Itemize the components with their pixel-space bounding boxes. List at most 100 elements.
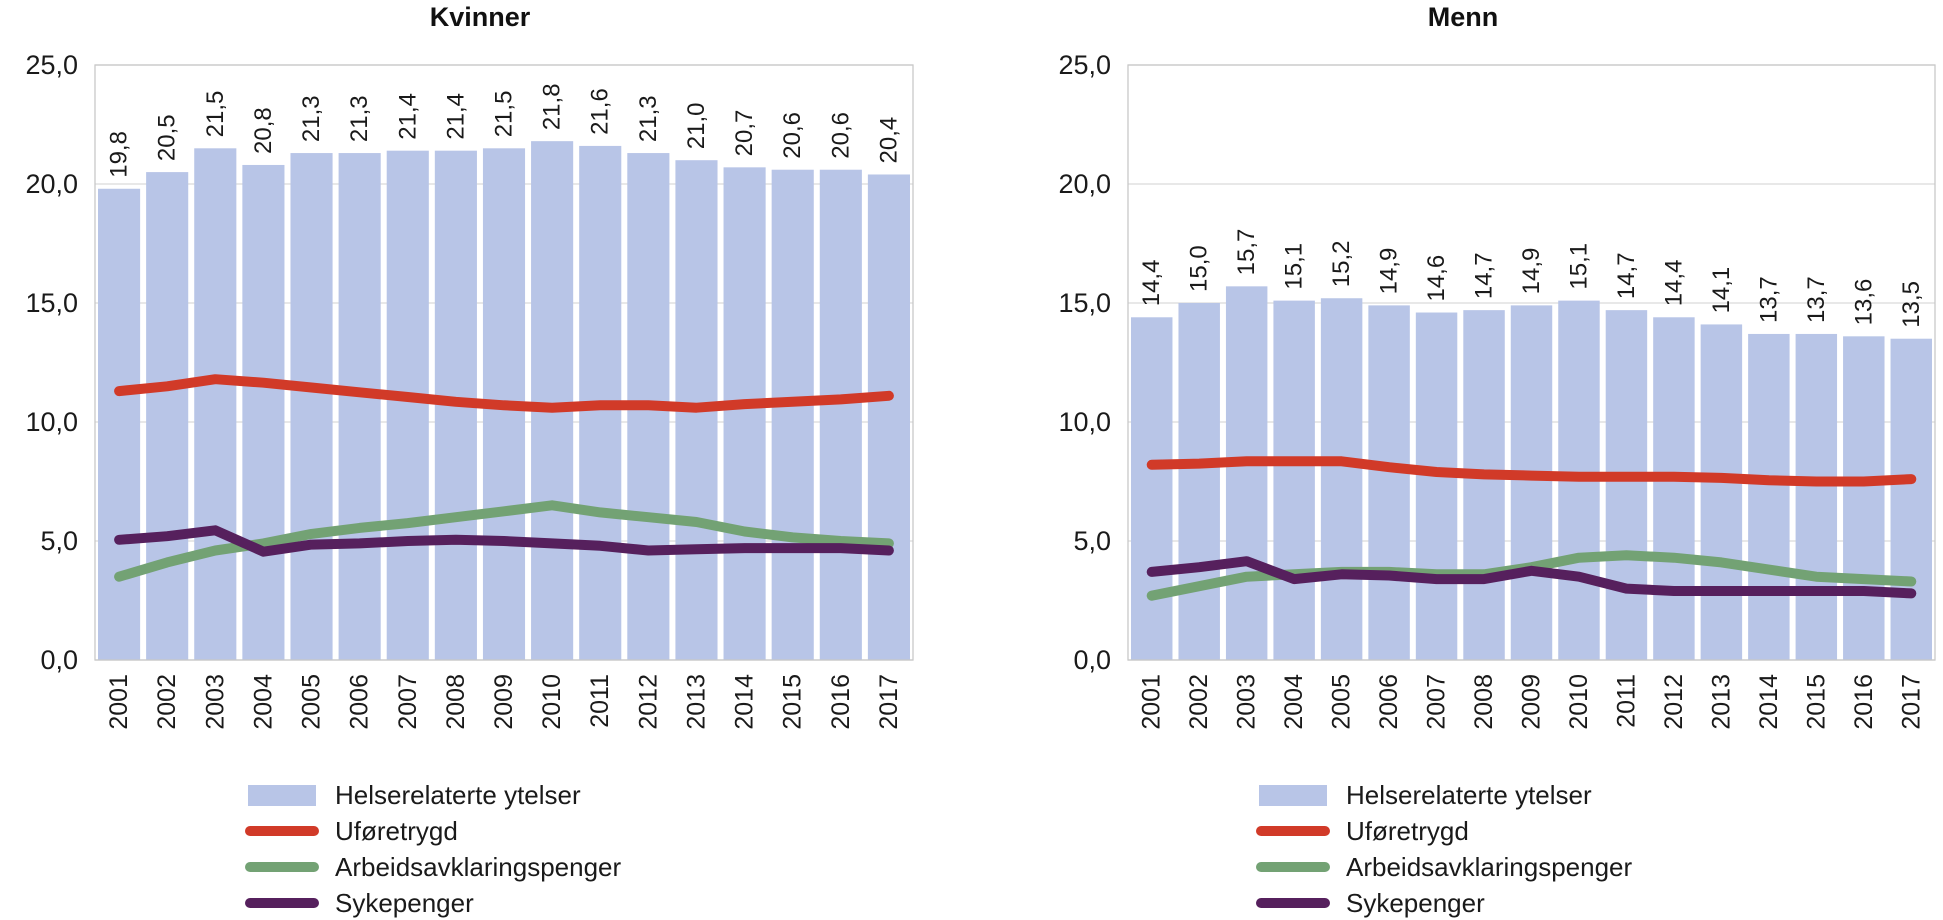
swatch-color xyxy=(1256,826,1330,836)
legend-label: Sykepenger xyxy=(335,888,474,918)
bar xyxy=(98,188,141,660)
line-swatch-icon xyxy=(245,826,319,836)
swatch-color xyxy=(1256,862,1330,872)
bar-value-label: 13,7 xyxy=(1803,276,1830,323)
bar-value-label: 21,5 xyxy=(491,91,518,138)
swatch-color xyxy=(245,862,319,872)
bar xyxy=(1415,312,1458,660)
bar xyxy=(1843,336,1885,660)
bar xyxy=(1368,305,1410,660)
x-axis-year-label: 2003 xyxy=(1233,674,1261,730)
bar xyxy=(1795,333,1838,660)
x-axis-year-label: 2011 xyxy=(586,674,614,728)
bar xyxy=(771,169,814,660)
bar-value-label: 21,0 xyxy=(683,102,710,149)
y-axis-tick-label: 20,0 xyxy=(1058,169,1111,199)
bar xyxy=(1700,324,1743,660)
x-axis-year-label: 2008 xyxy=(442,674,470,730)
x-axis-year-label: 2012 xyxy=(634,674,662,730)
y-axis-tick-label: 5,0 xyxy=(1073,526,1111,556)
x-axis-year-label: 2007 xyxy=(394,674,422,730)
legend-item-arbeidsavklaringspenger: Arbeidsavklaringspenger xyxy=(1256,854,1632,880)
bar-value-label: 14,9 xyxy=(1376,248,1403,295)
bar xyxy=(723,167,766,660)
y-axis-tick-label: 15,0 xyxy=(1058,288,1111,318)
bar-value-label: 21,5 xyxy=(202,91,229,138)
chart-title-kvinner: Kvinner xyxy=(429,2,531,32)
bar-value-label: 21,4 xyxy=(394,93,421,140)
bar xyxy=(1131,317,1173,660)
x-axis-year-label: 2013 xyxy=(682,674,710,730)
bar-value-label: 14,1 xyxy=(1708,267,1735,314)
x-axis-year-label: 2015 xyxy=(1802,674,1830,730)
bar xyxy=(1463,310,1505,660)
bar-value-label: 20,8 xyxy=(250,107,277,154)
y-axis-tick-label: 0,0 xyxy=(40,645,78,675)
legend-label: Sykepenger xyxy=(1346,888,1485,918)
line-uforetrygd xyxy=(1146,456,1917,487)
bar xyxy=(290,153,333,660)
x-axis-year-label: 2008 xyxy=(1470,674,1498,730)
y-axis-tick-label: 0,0 xyxy=(1073,645,1111,675)
legend-item-sykepenger: Sykepenger xyxy=(245,890,621,916)
x-axis-year-label: 2005 xyxy=(298,674,326,730)
bar-value-label: 21,3 xyxy=(298,95,325,142)
bar-value-label: 13,6 xyxy=(1850,279,1877,326)
legend-menn: Helserelaterte ytelser Uføretrygd Arbeidsa… xyxy=(1256,782,1632,916)
bar-value-label: 15,0 xyxy=(1186,245,1213,292)
x-axis-year-label: 2013 xyxy=(1707,674,1735,730)
plot-menn: 0,0 5,0 10,0 15,0 20,0 25,0 14,4 2001 15,0 2002 15… xyxy=(1058,50,1936,730)
x-axis-year-label: 2007 xyxy=(1423,674,1451,730)
x-axis-year-label: 2005 xyxy=(1328,674,1356,730)
chart-kvinner: Kvinner 0,0 5,0 10,0 15,0 20,0 25,0 19,8 2001 20… xyxy=(0,0,960,920)
x-axis-year-label: 2002 xyxy=(153,674,181,730)
bar-value-label: 14,9 xyxy=(1518,248,1545,295)
bar xyxy=(1605,310,1648,660)
bar xyxy=(1178,303,1220,660)
bar-value-label: 14,4 xyxy=(1138,260,1165,307)
line-swatch-icon xyxy=(1256,826,1330,836)
y-axis-tick-label: 20,0 xyxy=(25,169,78,199)
legend-label: Arbeidsavklaringspenger xyxy=(1346,852,1633,882)
swatch-color xyxy=(1259,784,1327,806)
line-swatch-icon xyxy=(1256,862,1330,872)
bar-value-label: 21,8 xyxy=(539,83,566,130)
bar xyxy=(194,148,237,661)
legend-label: Uføretrygd xyxy=(335,816,458,846)
x-axis-year-label: 2017 xyxy=(875,674,903,730)
bar-value-label: 20,7 xyxy=(731,110,758,157)
line-sykepenger xyxy=(114,525,894,557)
x-axis-year-label: 2006 xyxy=(1375,674,1403,730)
x-axis-year-label: 2006 xyxy=(346,674,374,730)
swatch-color xyxy=(1256,898,1330,908)
x-axis-year-label: 2004 xyxy=(249,674,277,730)
bar xyxy=(1890,338,1932,660)
x-axis-year-label: 2014 xyxy=(731,674,759,730)
swatch-color xyxy=(248,784,316,806)
bar-value-label: 20,5 xyxy=(154,114,181,161)
legend-item-uforetrygd: Uføretrygd xyxy=(245,818,621,844)
x-axis-year-label: 2001 xyxy=(105,674,133,730)
chart-menn: Menn 0,0 5,0 10,0 15,0 20,0 25,0 14,4 2001 15,0 2… xyxy=(983,0,1943,920)
line-sykepenger xyxy=(1146,556,1917,599)
plot-border xyxy=(1127,64,1936,661)
bar-value-label: 15,1 xyxy=(1281,243,1308,290)
bar-value-label: 19,8 xyxy=(106,131,133,178)
bar xyxy=(338,153,381,660)
x-axis-year-label: 2011 xyxy=(1612,674,1640,728)
x-axis-year-label: 2017 xyxy=(1897,674,1925,730)
legend-item-bar: Helserelaterte ytelser xyxy=(245,782,621,808)
x-axis-year-label: 2010 xyxy=(1565,674,1593,730)
bar-value-label: 15,2 xyxy=(1328,241,1355,288)
y-axis-tick-label: 10,0 xyxy=(1058,407,1111,437)
bar xyxy=(1748,333,1790,660)
legend-item-bar: Helserelaterte ytelser xyxy=(1256,782,1632,808)
plot-border xyxy=(94,64,914,661)
bar-value-label: 14,7 xyxy=(1471,252,1498,299)
x-axis-year-label: 2003 xyxy=(201,674,229,730)
bar-value-label: 21,3 xyxy=(635,95,662,142)
x-axis-year-label: 2016 xyxy=(1850,674,1878,730)
bar-value-label: 21,6 xyxy=(587,88,614,135)
bar xyxy=(1273,300,1315,660)
x-axis-year-label: 2012 xyxy=(1660,674,1688,730)
